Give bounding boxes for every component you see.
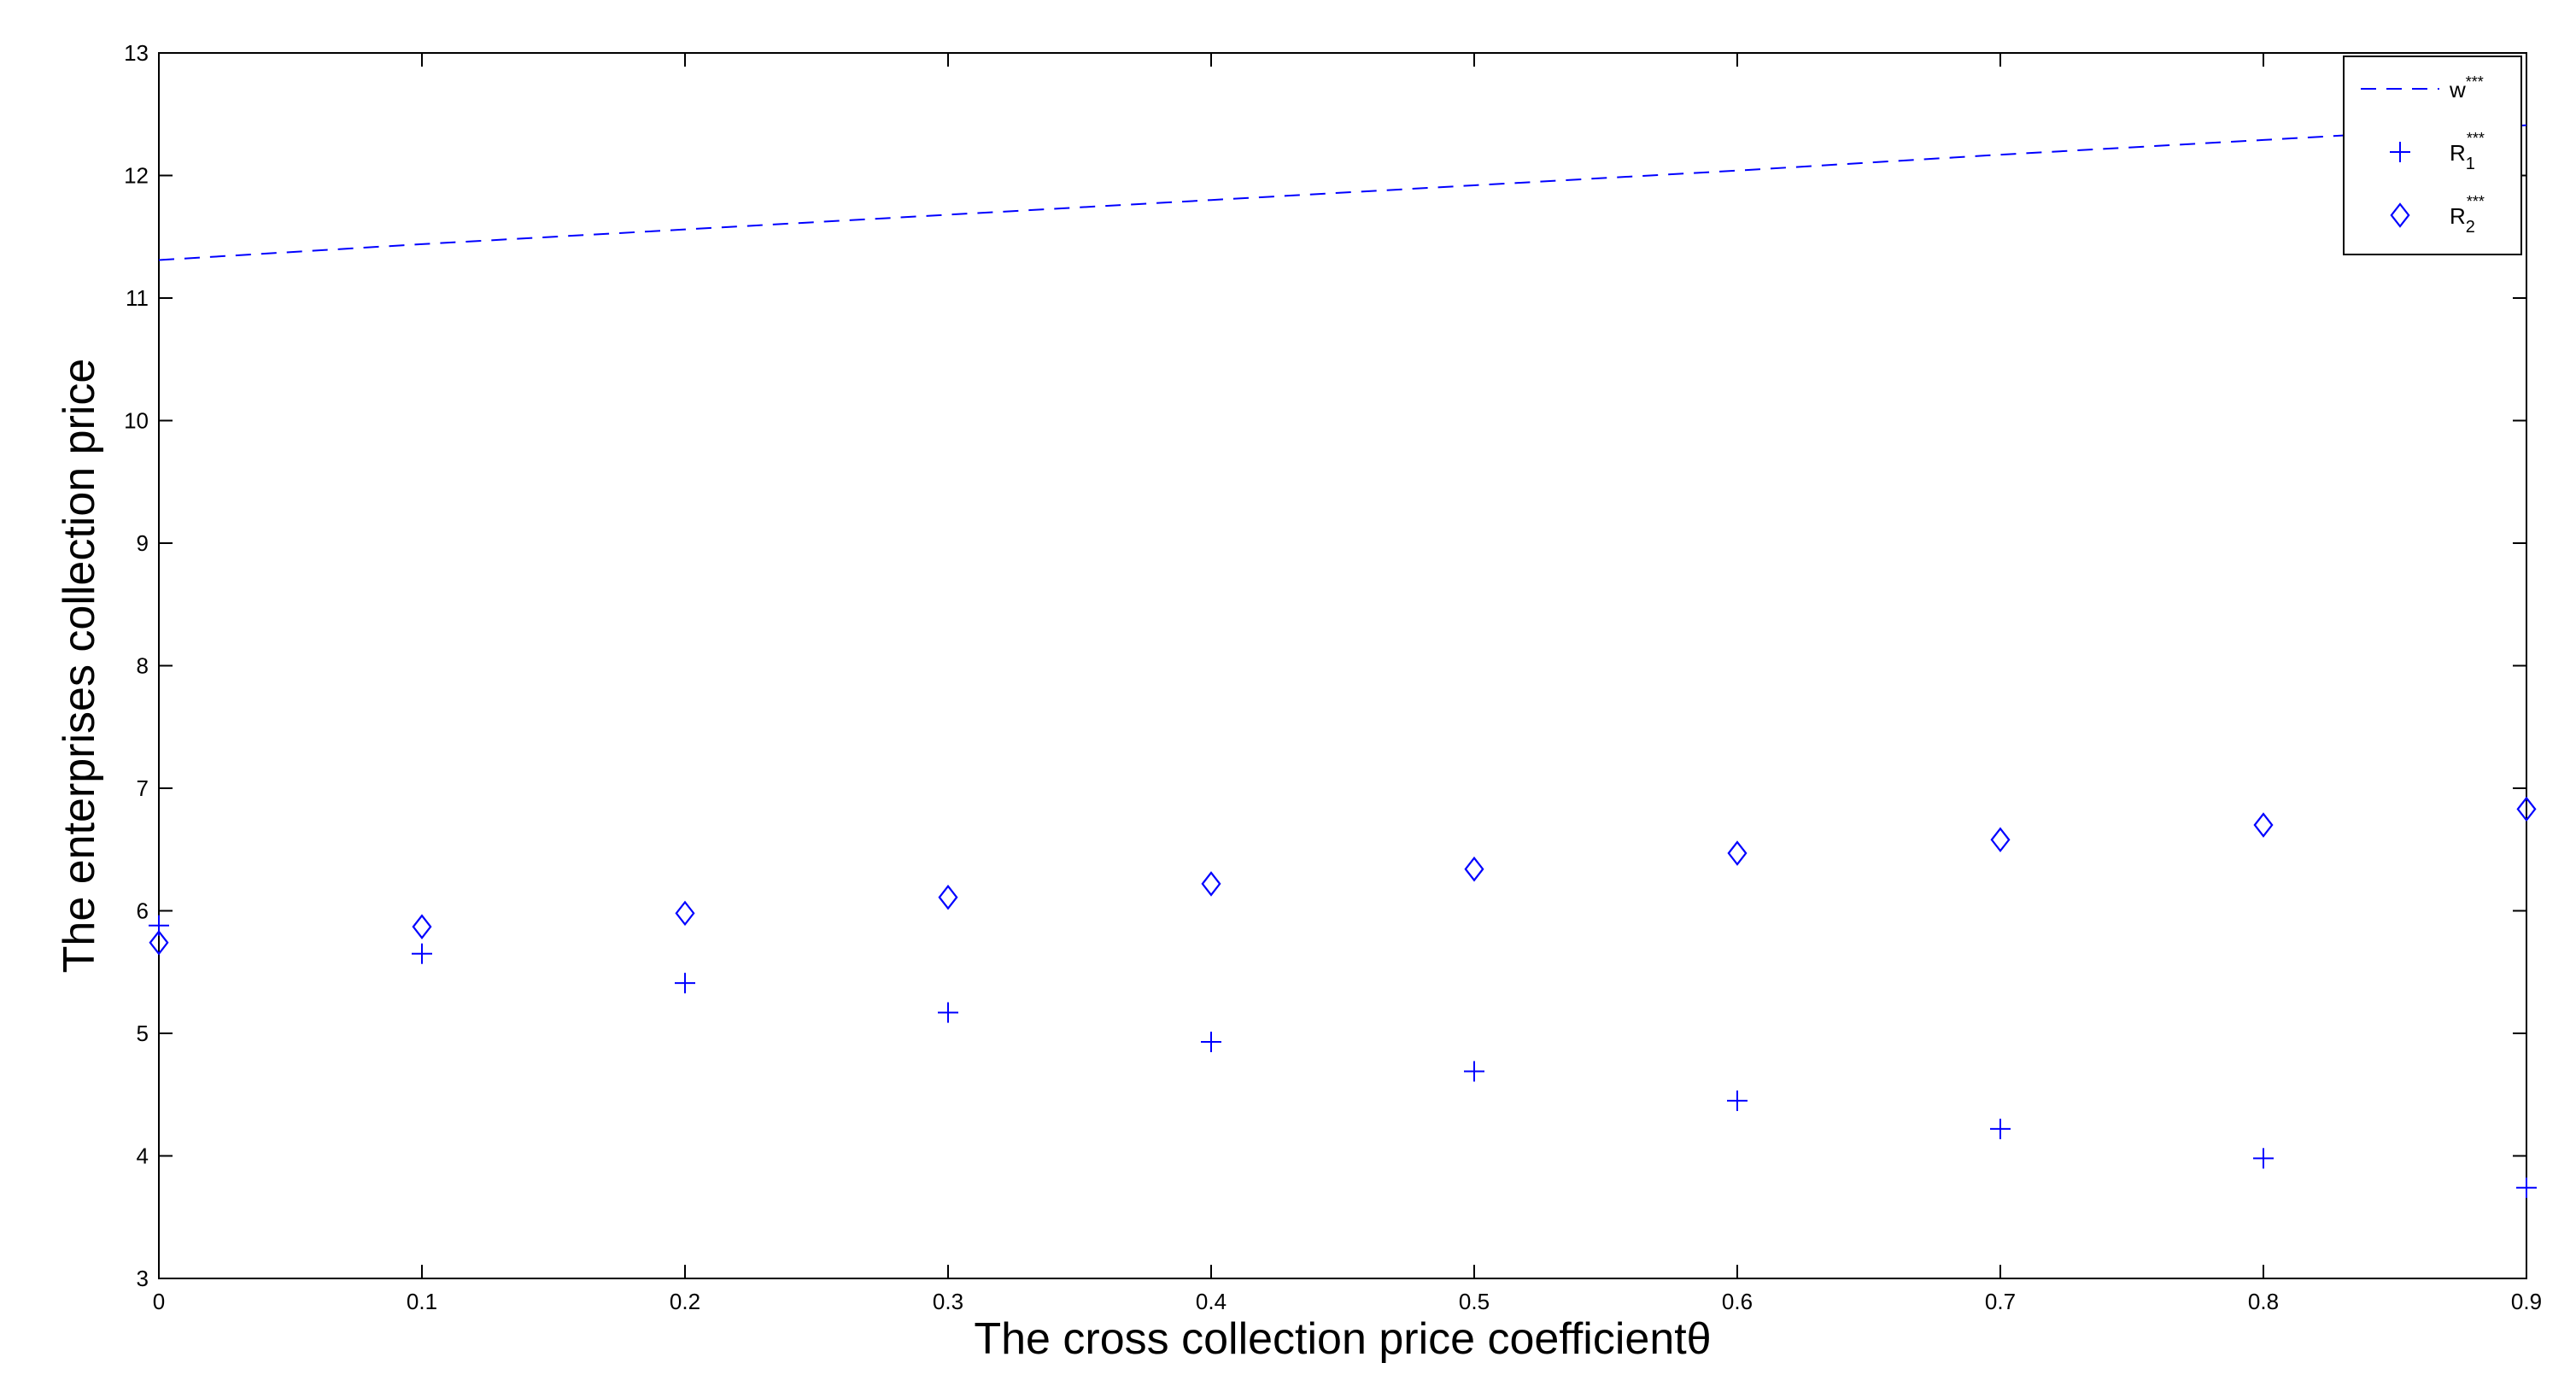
plus-marker [2390, 142, 2410, 162]
legend: w***R1***R2*** [2343, 56, 2522, 255]
plus-marker [2516, 1177, 2537, 1198]
y-tick-label: 11 [126, 285, 149, 311]
y-tick-label: 3 [137, 1266, 149, 1291]
x-tick-label: 0.3 [933, 1289, 963, 1314]
plus-marker [938, 1002, 958, 1023]
x-axis-label: The cross collection price coefficientθ [974, 1314, 1711, 1364]
series-0 [158, 124, 2527, 261]
plus-marker [1727, 1090, 1748, 1111]
x-tick-label: 0.8 [2248, 1289, 2279, 1314]
legend-label: R2 *** [2450, 193, 2485, 237]
legend-label-sub: 1 [2466, 155, 2475, 173]
y-tick-label: 7 [137, 775, 149, 801]
y-tick-label: 12 [124, 163, 149, 189]
y-tick-label: 6 [137, 898, 149, 924]
diamond-marker [1464, 856, 1484, 882]
legend-item: R1 *** [2390, 130, 2485, 173]
legend-label-sup: *** [2467, 130, 2485, 147]
legend-label-sup: *** [2467, 193, 2485, 210]
x-tick-label: 0.6 [1722, 1289, 1753, 1314]
plot-frame [158, 52, 2527, 1279]
plus-marker [675, 973, 695, 994]
diamond-marker [2516, 796, 2537, 822]
legend-item: R2 *** [2390, 193, 2485, 237]
x-axis: 0 0.1 0.2 0.3 0.4 0.5 0.6 0.7 0.8 0.9 [153, 53, 2542, 1314]
legend-label-sup: *** [2466, 73, 2484, 91]
y-axis-label: The enterprises collection price [55, 359, 104, 974]
plus-marker [1201, 1032, 1221, 1053]
y-tick-label: 5 [137, 1021, 149, 1046]
x-tick-label: 0.4 [1196, 1289, 1227, 1314]
plus-marker [412, 943, 432, 964]
plus-marker [2253, 1148, 2274, 1169]
x-tick-label: 0 [153, 1289, 165, 1314]
legend-label: w*** [2449, 73, 2484, 102]
y-tick-label: 9 [137, 530, 149, 556]
series-2 [149, 796, 2537, 956]
legend-label-base: w [2449, 77, 2466, 102]
legend-box [2343, 56, 2522, 255]
x-tick-label: 0.9 [2511, 1289, 2542, 1314]
diamond-marker [149, 930, 169, 956]
diamond-marker [2253, 812, 2274, 838]
y-tick-label: 13 [124, 40, 149, 66]
legend-label-base: R [2450, 140, 2466, 166]
series-line [158, 124, 2527, 261]
diamond-marker [2390, 202, 2410, 228]
plus-marker [1990, 1118, 2011, 1139]
plus-marker [1464, 1061, 1484, 1082]
series-layer [149, 124, 2537, 1198]
plot-area [158, 52, 2527, 1279]
diamond-marker [1990, 827, 2011, 853]
legend-label-sub: 2 [2466, 218, 2475, 237]
series-1 [149, 915, 2537, 1198]
diamond-marker [675, 900, 695, 927]
legend-label-base: R [2450, 203, 2466, 229]
y-tick-label: 10 [124, 408, 149, 434]
x-tick-label: 0.1 [407, 1289, 437, 1314]
diamond-marker [1727, 840, 1748, 866]
x-tick-label: 0.2 [670, 1289, 700, 1314]
y-tick-label: 4 [137, 1144, 149, 1169]
x-tick-label: 0.5 [1459, 1289, 1490, 1314]
diamond-marker [412, 914, 432, 939]
diamond-marker [1201, 871, 1221, 897]
y-tick-label: 8 [137, 653, 149, 679]
diamond-marker [938, 884, 958, 910]
legend-item: w*** [2361, 73, 2484, 102]
x-tick-label: 0.7 [1985, 1289, 2016, 1314]
legend-label: R1 *** [2450, 130, 2485, 173]
